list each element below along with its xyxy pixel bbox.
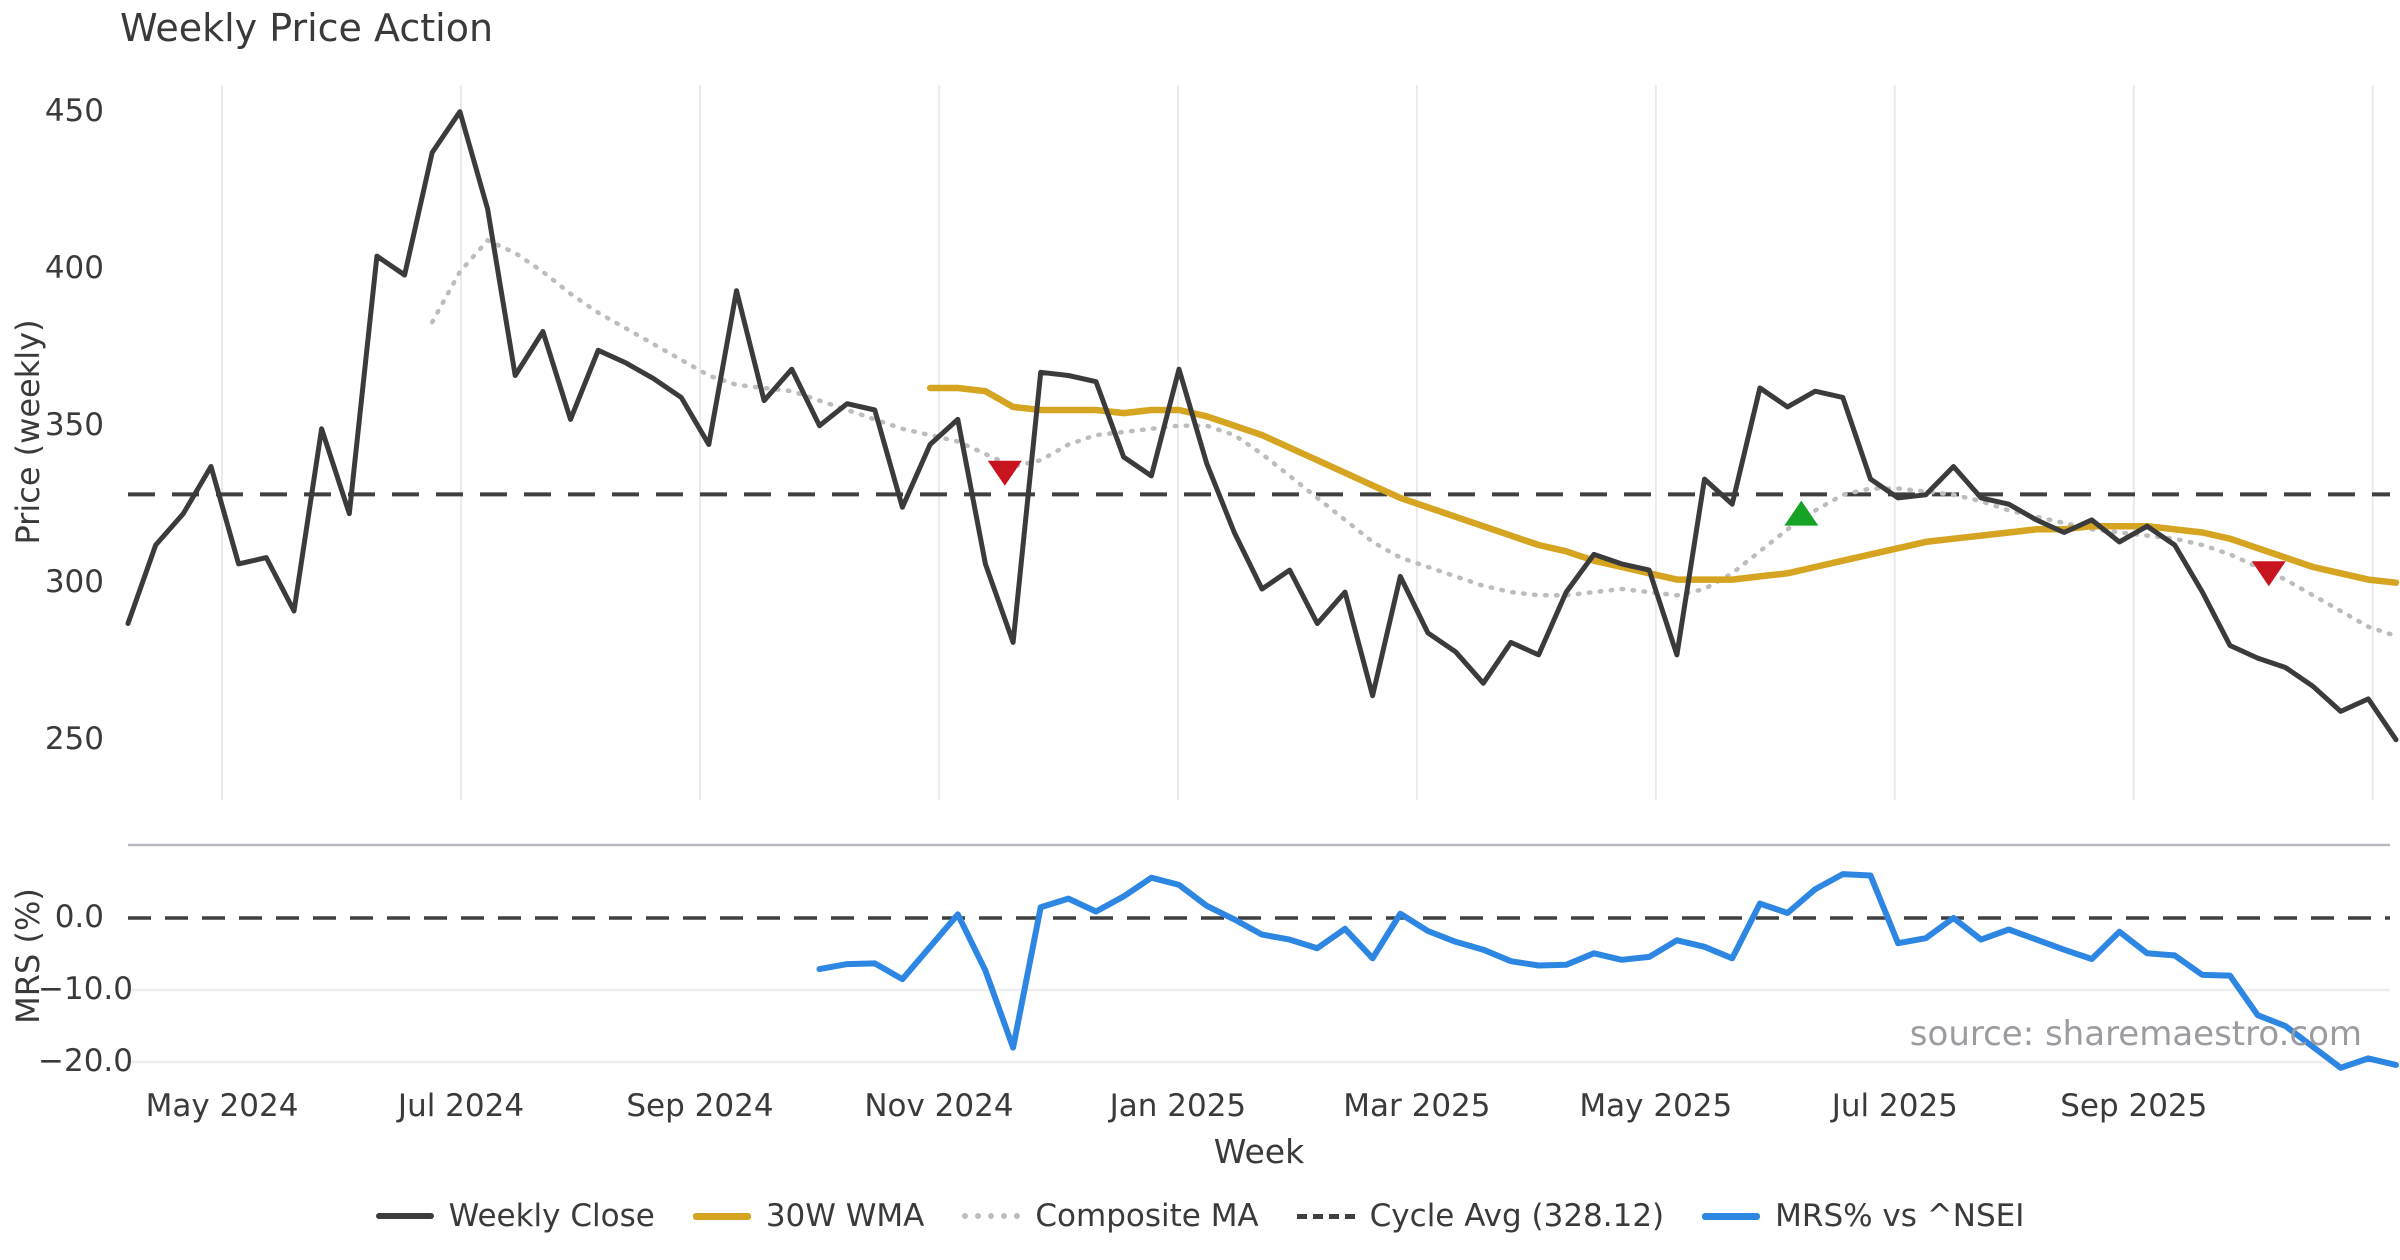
legend-item-cycle-avg: Cycle Avg (328.12)	[1296, 1198, 1665, 1234]
composite-ma-line	[429, 237, 2399, 639]
x-tick: Nov 2024	[864, 1088, 1014, 1124]
legend-item-30w-wma: 30W WMA	[692, 1198, 925, 1234]
legend-label: Composite MA	[1035, 1198, 1259, 1234]
legend-label: 30W WMA	[765, 1198, 925, 1234]
mrs-y-tick: −10.0	[38, 971, 133, 1007]
mrs-swatch	[1702, 1212, 1761, 1220]
x-axis-label: Week	[1213, 1132, 1305, 1171]
legend-item-mrs: MRS% vs ^NSEI	[1702, 1198, 2024, 1234]
sell-marker	[2251, 561, 2286, 587]
weekly-close-swatch	[375, 1213, 434, 1219]
x-tick: May 2025	[1579, 1088, 1733, 1124]
wma-line	[926, 384, 2400, 586]
legend-label: Cycle Avg (328.12)	[1369, 1198, 1665, 1234]
price-y-tick: 400	[44, 249, 104, 286]
x-tick: Jul 2025	[1831, 1088, 1958, 1124]
mrs-y-tick: −20.0	[38, 1043, 133, 1079]
x-tick: Jan 2025	[1109, 1088, 1247, 1124]
x-tick: Sep 2025	[2060, 1088, 2208, 1124]
sell-marker	[987, 460, 1022, 486]
x-tick: Mar 2025	[1343, 1088, 1491, 1124]
legend-label: Weekly Close	[448, 1198, 655, 1234]
legend-item-composite-ma: Composite MA	[962, 1198, 1259, 1234]
x-tick: Sep 2024	[626, 1088, 774, 1124]
composite-swatch	[962, 1213, 1021, 1219]
price-y-tick: 350	[44, 406, 104, 443]
wma-swatch	[692, 1212, 751, 1220]
source-watermark: source: sharemaestro.com	[1909, 1014, 2362, 1054]
price-gridlines	[221, 85, 2374, 800]
mrs-y-tick: 0.0	[54, 899, 104, 935]
mrs-gridlines	[128, 843, 2390, 1064]
weekly-close-line	[125, 109, 2399, 743]
legend: Weekly Close 30W WMA Composite MA Cycle …	[0, 1198, 2400, 1234]
x-tick: Jul 2024	[397, 1088, 525, 1124]
legend-item-weekly-close: Weekly Close	[375, 1198, 655, 1234]
chart-title: Weekly Price Action	[120, 6, 494, 50]
mrs-line	[816, 871, 2399, 1071]
x-tick: May 2024	[145, 1088, 299, 1124]
cycle-avg-swatch	[1296, 1213, 1355, 1219]
legend-label: MRS% vs ^NSEI	[1775, 1198, 2025, 1234]
buy-marker	[1784, 500, 1819, 526]
price-y-tick: 300	[44, 563, 104, 600]
price-y-tick: 250	[44, 720, 104, 757]
price-y-tick: 450	[44, 92, 104, 129]
